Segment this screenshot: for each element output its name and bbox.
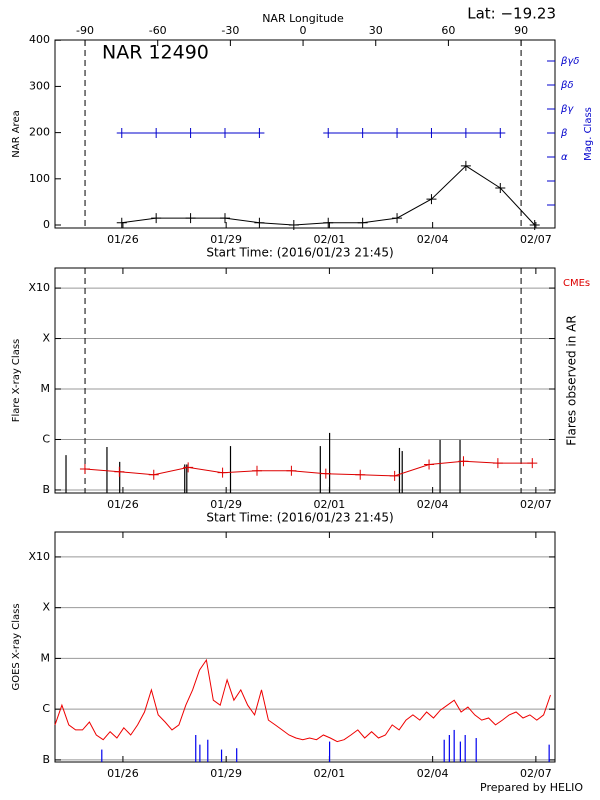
point-marker (529, 219, 540, 230)
point-marker (460, 160, 471, 171)
series-line (84, 460, 533, 477)
y-tick-label: B (42, 483, 50, 496)
x-axis-label: Start Time: (2016/01/23 21:45) (206, 511, 393, 525)
point-marker (357, 217, 368, 228)
point-marker (392, 213, 403, 224)
x2-tick-label: 30 (369, 24, 383, 37)
point-marker (254, 217, 265, 228)
x-axis-label: Start Time: (2016/01/23 21:45) (206, 246, 393, 260)
point-marker (424, 459, 435, 470)
point-marker (323, 128, 334, 138)
point-marker (323, 217, 334, 228)
point-marker (151, 128, 162, 138)
x-tick-label: 02/07 (520, 498, 552, 511)
point-marker (527, 458, 538, 469)
point-marker (251, 465, 262, 476)
x2-tick-label: 90 (514, 24, 528, 37)
x-tick-label: 02/07 (520, 233, 552, 246)
x-tick-label: 01/26 (107, 498, 139, 511)
y-tick-label: 0 (43, 218, 50, 231)
x2-tick-label: -60 (149, 24, 167, 37)
y2-tick-label: βδ (560, 80, 574, 91)
point-marker (148, 469, 159, 480)
point-marker (286, 465, 297, 476)
point-marker (185, 128, 196, 138)
series-line (54, 658, 551, 743)
y2-tick-label: βγ (560, 104, 574, 115)
y-axis-label: NAR Area (11, 110, 22, 157)
y-tick-label: X (42, 332, 50, 345)
y-tick-label: B (42, 753, 50, 766)
x-tick-label: 02/01 (314, 767, 346, 780)
x-tick-label: 02/04 (417, 233, 449, 246)
panel-subtitle: Lat: −19.23 (467, 5, 556, 23)
point-marker (219, 213, 230, 224)
x-tick-label: 01/26 (107, 233, 139, 246)
point-marker (219, 128, 230, 138)
point-marker (114, 466, 125, 477)
y2-tick-label: β (560, 128, 568, 139)
y-axis-label: GOES X-ray Class (11, 603, 22, 690)
y-tick-label: C (42, 432, 50, 445)
point-marker (426, 128, 437, 138)
plot-frame (54, 267, 556, 494)
x-tick-label: 01/29 (210, 498, 242, 511)
y-tick-label: 200 (29, 126, 50, 139)
x-tick-label: 01/29 (210, 233, 242, 246)
y-tick-label: X10 (28, 550, 50, 563)
y-tick-label: X10 (28, 281, 50, 294)
panel-title: NAR 12490 (102, 42, 209, 64)
point-marker (492, 458, 503, 469)
y2-axis-label: Flares observed in AR (565, 315, 579, 445)
point-marker (151, 213, 162, 224)
x2-tick-label: -90 (76, 24, 94, 37)
x-tick-label: 02/07 (520, 767, 552, 780)
plot-frame (54, 531, 556, 763)
annotation: CMEs (563, 278, 590, 289)
point-marker (183, 462, 194, 473)
y2-tick-label: βγδ (560, 56, 579, 67)
y-tick-label: M (41, 382, 51, 395)
x-tick-label: 01/26 (107, 767, 139, 780)
y-tick-label: 300 (29, 79, 50, 92)
x2-axis-label: NAR Longitude (262, 12, 344, 25)
y2-axis-label: Mag. Class (583, 107, 594, 161)
x-tick-label: 02/04 (417, 767, 449, 780)
x-tick-label: 02/01 (314, 233, 346, 246)
point-marker (355, 469, 366, 480)
point-marker (116, 217, 127, 228)
y-axis-label: Flare X-ray Class (11, 339, 22, 423)
x-tick-label: 01/29 (210, 767, 242, 780)
point-marker (217, 467, 228, 478)
point-marker (357, 128, 368, 138)
plot-frame (54, 39, 556, 229)
x2-tick-label: 0 (300, 24, 307, 37)
point-marker (254, 128, 265, 138)
footer: Prepared by HELIO (480, 781, 583, 794)
point-marker (116, 128, 127, 138)
y-tick-label: M (41, 651, 51, 664)
x2-tick-label: 60 (441, 24, 455, 37)
point-marker (495, 128, 506, 138)
point-marker (288, 219, 299, 230)
point-marker (392, 128, 403, 138)
x-tick-label: 02/04 (417, 498, 449, 511)
point-marker (79, 464, 90, 475)
point-marker (426, 194, 437, 205)
y-tick-label: 400 (29, 33, 50, 46)
point-marker (389, 470, 400, 481)
y2-tick-label: α (561, 152, 568, 163)
y-tick-label: C (42, 702, 50, 715)
point-marker (320, 468, 331, 479)
x2-tick-label: -30 (221, 24, 239, 37)
point-marker (495, 183, 506, 194)
y-tick-label: X (42, 601, 50, 614)
point-marker (458, 456, 469, 467)
point-marker (460, 128, 471, 138)
x-tick-label: 02/01 (314, 498, 346, 511)
y-tick-label: 100 (29, 172, 50, 185)
point-marker (185, 213, 196, 224)
